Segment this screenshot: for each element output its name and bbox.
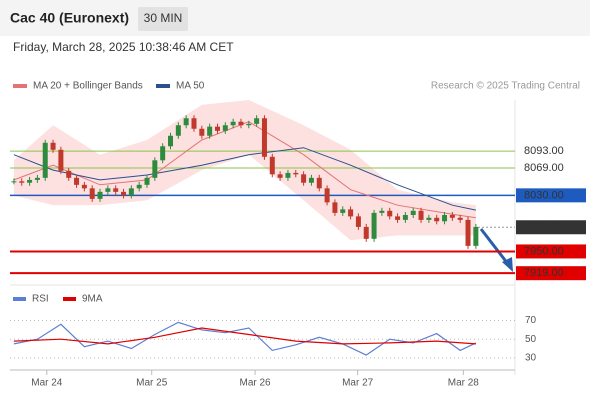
candle-body (58, 149, 64, 171)
candle-body (308, 177, 314, 183)
legend-label: 9MA (82, 294, 103, 305)
candle-body (457, 217, 463, 220)
candle-body (128, 188, 134, 196)
level-box (516, 266, 586, 281)
candle-body (269, 156, 275, 175)
candle-body (277, 174, 283, 178)
candle-body (246, 123, 252, 126)
legend-label: RSI (32, 294, 49, 305)
x-tick-label: Mar 25 (136, 378, 168, 389)
candle-body (363, 226, 369, 239)
legend-swatch (156, 84, 170, 88)
candle-body (89, 188, 95, 199)
candle-body (66, 170, 72, 178)
candle-body (160, 146, 166, 161)
candle-body (332, 202, 338, 213)
x-tick-label: Mar 26 (239, 378, 271, 389)
y-tick-label: 50 (525, 334, 537, 345)
candle-body (222, 125, 228, 131)
level-label: 7950.00 (524, 245, 564, 257)
level-box (516, 220, 586, 235)
credit: Research © 2025 Trading Central (431, 81, 580, 92)
legend-label: MA 20 + Bollinger Bands (33, 81, 143, 92)
candle-body (395, 216, 401, 220)
candle-body (144, 177, 150, 185)
oscillator-line (13, 327, 476, 345)
candle-body (207, 126, 213, 136)
candle-body (301, 174, 307, 183)
timestamp: Friday, March 28, 2025 10:38:46 AM CET (13, 40, 234, 54)
header-bar (0, 0, 590, 36)
candle-body (81, 184, 87, 189)
candle-body (230, 121, 236, 126)
candle-body (418, 210, 424, 220)
candle-body (316, 177, 322, 189)
legend-swatch (63, 297, 76, 301)
candle-body (97, 191, 103, 199)
candle-body (27, 179, 33, 183)
candle-body (285, 172, 291, 178)
candle-body (19, 181, 25, 183)
candle-body (426, 217, 432, 220)
candle-body (191, 118, 197, 129)
candle-body (465, 219, 471, 246)
legend-swatch (13, 297, 26, 301)
forecast-arrow (479, 228, 510, 265)
candle-body (214, 126, 220, 131)
candle-body (449, 214, 455, 218)
level-box (516, 188, 586, 203)
x-tick-label: Mar 28 (448, 378, 480, 389)
level-label: 7919.00 (524, 267, 564, 279)
candle-body (293, 172, 299, 175)
y-tick-label: 70 (525, 315, 537, 326)
candle-body (136, 184, 142, 189)
candle-body (113, 188, 119, 192)
candle-body (175, 125, 181, 136)
candle-body (371, 212, 377, 239)
candle-body (379, 210, 385, 213)
level-label: 8030.00 (524, 189, 564, 201)
y-tick-label: 30 (525, 353, 537, 364)
x-tick-label: Mar 27 (342, 378, 374, 389)
candle-body (410, 210, 416, 215)
candle-body (324, 188, 330, 203)
candle-body (348, 209, 354, 217)
candle-body (152, 160, 158, 178)
candle-body (105, 188, 111, 192)
candle-body (34, 177, 40, 180)
level-label: 7984.50 (524, 221, 564, 233)
candle-body (199, 128, 205, 136)
bollinger-band (13, 100, 476, 241)
candle-body (11, 181, 17, 183)
candle-body (442, 214, 448, 222)
legend-label: MA 50 (176, 81, 205, 92)
level-box (516, 244, 586, 259)
candle-body (355, 216, 361, 227)
candle-body (340, 209, 346, 213)
candle-body (50, 142, 56, 150)
candle-body (402, 214, 408, 220)
legend-swatch (13, 84, 27, 88)
level-label: 8093.00 (524, 145, 564, 157)
candle-body (387, 210, 393, 217)
ma-line (13, 147, 477, 211)
candle-body (254, 118, 260, 124)
candle-body (168, 135, 174, 147)
candle-body (121, 191, 127, 196)
instrument-title: Cac 40 (Euronext) (10, 10, 129, 26)
oscillator-line (13, 321, 477, 356)
candle-body (261, 118, 267, 157)
candle-body (473, 226, 479, 246)
x-tick-label: Mar 24 (31, 378, 63, 389)
candle-body (74, 177, 80, 185)
candle-body (183, 118, 189, 126)
forecast-arrowhead (502, 257, 513, 272)
interval-badge (138, 7, 188, 31)
candle-body (42, 142, 48, 178)
candle-body (238, 121, 244, 126)
interval: 30 MIN (144, 11, 183, 25)
level-label: 8069.00 (524, 162, 564, 174)
candle-body (434, 217, 440, 222)
